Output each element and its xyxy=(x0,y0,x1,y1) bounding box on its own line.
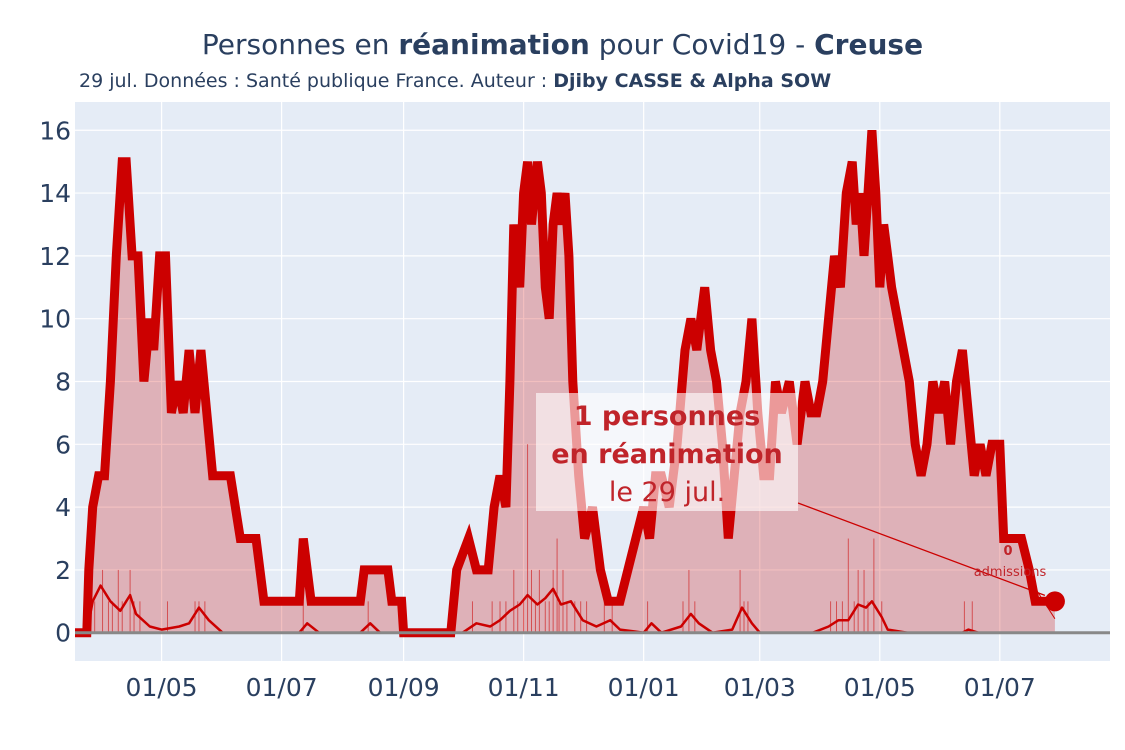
annotation-line-2: en réanimation xyxy=(551,439,783,470)
annotation-box xyxy=(536,393,798,511)
annotation-arrow xyxy=(797,502,1046,596)
y-tick-label: 6 xyxy=(55,430,71,459)
x-tick-label: 01/03 xyxy=(724,673,796,702)
x-tick-label: 01/07 xyxy=(246,673,318,702)
x-tick-label: 01/05 xyxy=(844,673,916,702)
x-axis-ticks: 01/05 01/07 01/09 01/11 01/01 01/03 01/05 01/07 xyxy=(126,673,1036,702)
chart-title: Personnes en réanimation pour Covid19 - … xyxy=(201,28,924,61)
annotation: 1 personnes en réanimation le 29 jul. 0 … xyxy=(536,393,1056,620)
y-tick-label: 4 xyxy=(55,493,71,522)
x-tick-label: 01/11 xyxy=(488,673,560,702)
admissions-line xyxy=(75,584,1055,634)
y-tick-label: 2 xyxy=(55,556,71,585)
chart-subtitle: 29 jul. Données : Santé publique France.… xyxy=(79,70,832,92)
y-axis-ticks: 0 2 4 6 8 10 12 14 16 xyxy=(39,116,71,647)
x-tick-label: 01/01 xyxy=(608,673,680,702)
y-tick-label: 16 xyxy=(39,116,71,145)
x-tick-label: 01/09 xyxy=(368,673,440,702)
y-tick-label: 14 xyxy=(39,179,71,208)
admissions-value: 0 xyxy=(1003,544,1012,559)
reanimation-line xyxy=(75,130,1055,638)
admissions-arrow xyxy=(1029,579,1056,620)
annotation-line-1: 1 personnes xyxy=(574,401,761,432)
y-tick-label: 8 xyxy=(55,368,71,397)
annotation-line-3: le 29 jul. xyxy=(609,477,725,508)
y-tick-label: 12 xyxy=(39,242,71,271)
x-tick-label: 01/05 xyxy=(126,673,198,702)
admissions-label: admissions xyxy=(974,565,1047,580)
last-point-marker xyxy=(1044,591,1065,612)
x-tick-label: 01/07 xyxy=(964,673,1036,702)
y-tick-label: 0 xyxy=(55,619,71,648)
y-tick-label: 10 xyxy=(39,305,71,334)
